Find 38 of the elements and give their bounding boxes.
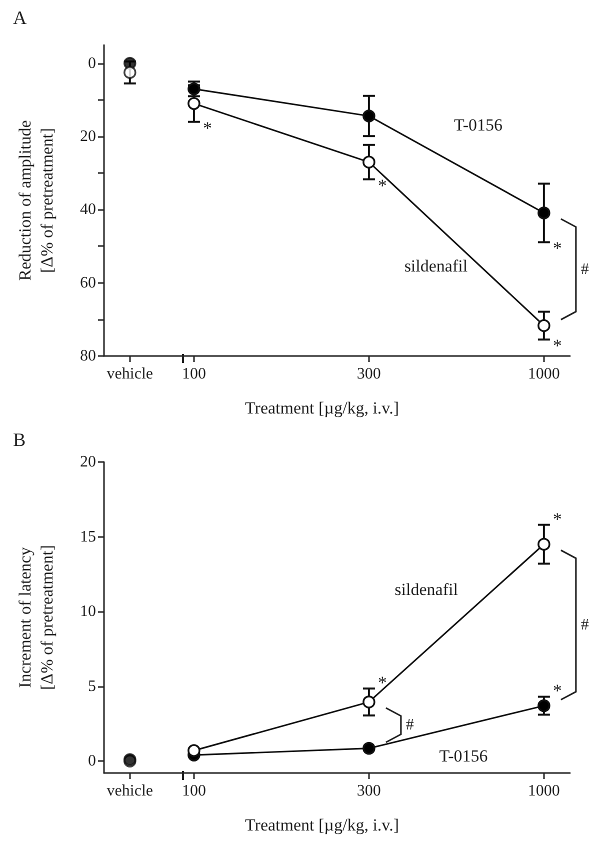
annotation: *	[552, 680, 562, 701]
x-tick-label: 1000	[528, 366, 560, 382]
annotation: *	[378, 672, 387, 693]
annotation: *	[202, 118, 212, 138]
series-label: T-0156	[439, 746, 488, 766]
x-tick-label: 300	[356, 366, 381, 382]
y-tick-label: 10	[80, 603, 96, 620]
text: #	[580, 616, 589, 634]
y-tick-label: 0	[88, 752, 96, 770]
y-tick-label: 40	[80, 201, 96, 218]
x-tick-label: vehicle	[106, 366, 153, 382]
y-tick-label: 80	[80, 348, 96, 364]
series-label: sildenafil	[394, 580, 458, 600]
x-tick-label: 100	[182, 782, 206, 800]
series-label: T-0156	[454, 116, 502, 135]
y-axis-title: Reduction of amplitude [Δ% of pretreatment]	[16, 120, 56, 281]
x-tick-label: vehicle	[106, 782, 153, 800]
y-tick-label: 20	[80, 128, 96, 145]
annotation: *	[552, 238, 562, 258]
x-axis-title: Treatment [µg/kg, i.v.]	[245, 816, 399, 834]
chart-title: B	[13, 430, 26, 451]
x-tick-label: 1000	[528, 782, 560, 800]
x-tick-label: 100	[182, 366, 206, 382]
y-tick-label: 15	[80, 528, 96, 546]
x-axis-title: Treatment [µg/kg, i.v.]	[245, 398, 399, 418]
y-tick-label: 5	[88, 678, 96, 695]
annotation: *	[552, 336, 562, 356]
y-tick-label: 60	[80, 274, 96, 292]
y-tick-label: 20	[80, 454, 96, 470]
y-axis-title: Increment of latency [Δ% of pretreatment]	[16, 545, 56, 690]
y-tick-label: 0	[88, 54, 96, 72]
series-label: sildenafil	[404, 256, 468, 276]
chart-title: A	[13, 8, 27, 29]
annotation: *	[552, 508, 562, 529]
text: #	[580, 260, 589, 278]
x-tick-label: 300	[356, 782, 381, 800]
annotation: *	[378, 175, 387, 196]
annotation: #	[406, 716, 414, 734]
